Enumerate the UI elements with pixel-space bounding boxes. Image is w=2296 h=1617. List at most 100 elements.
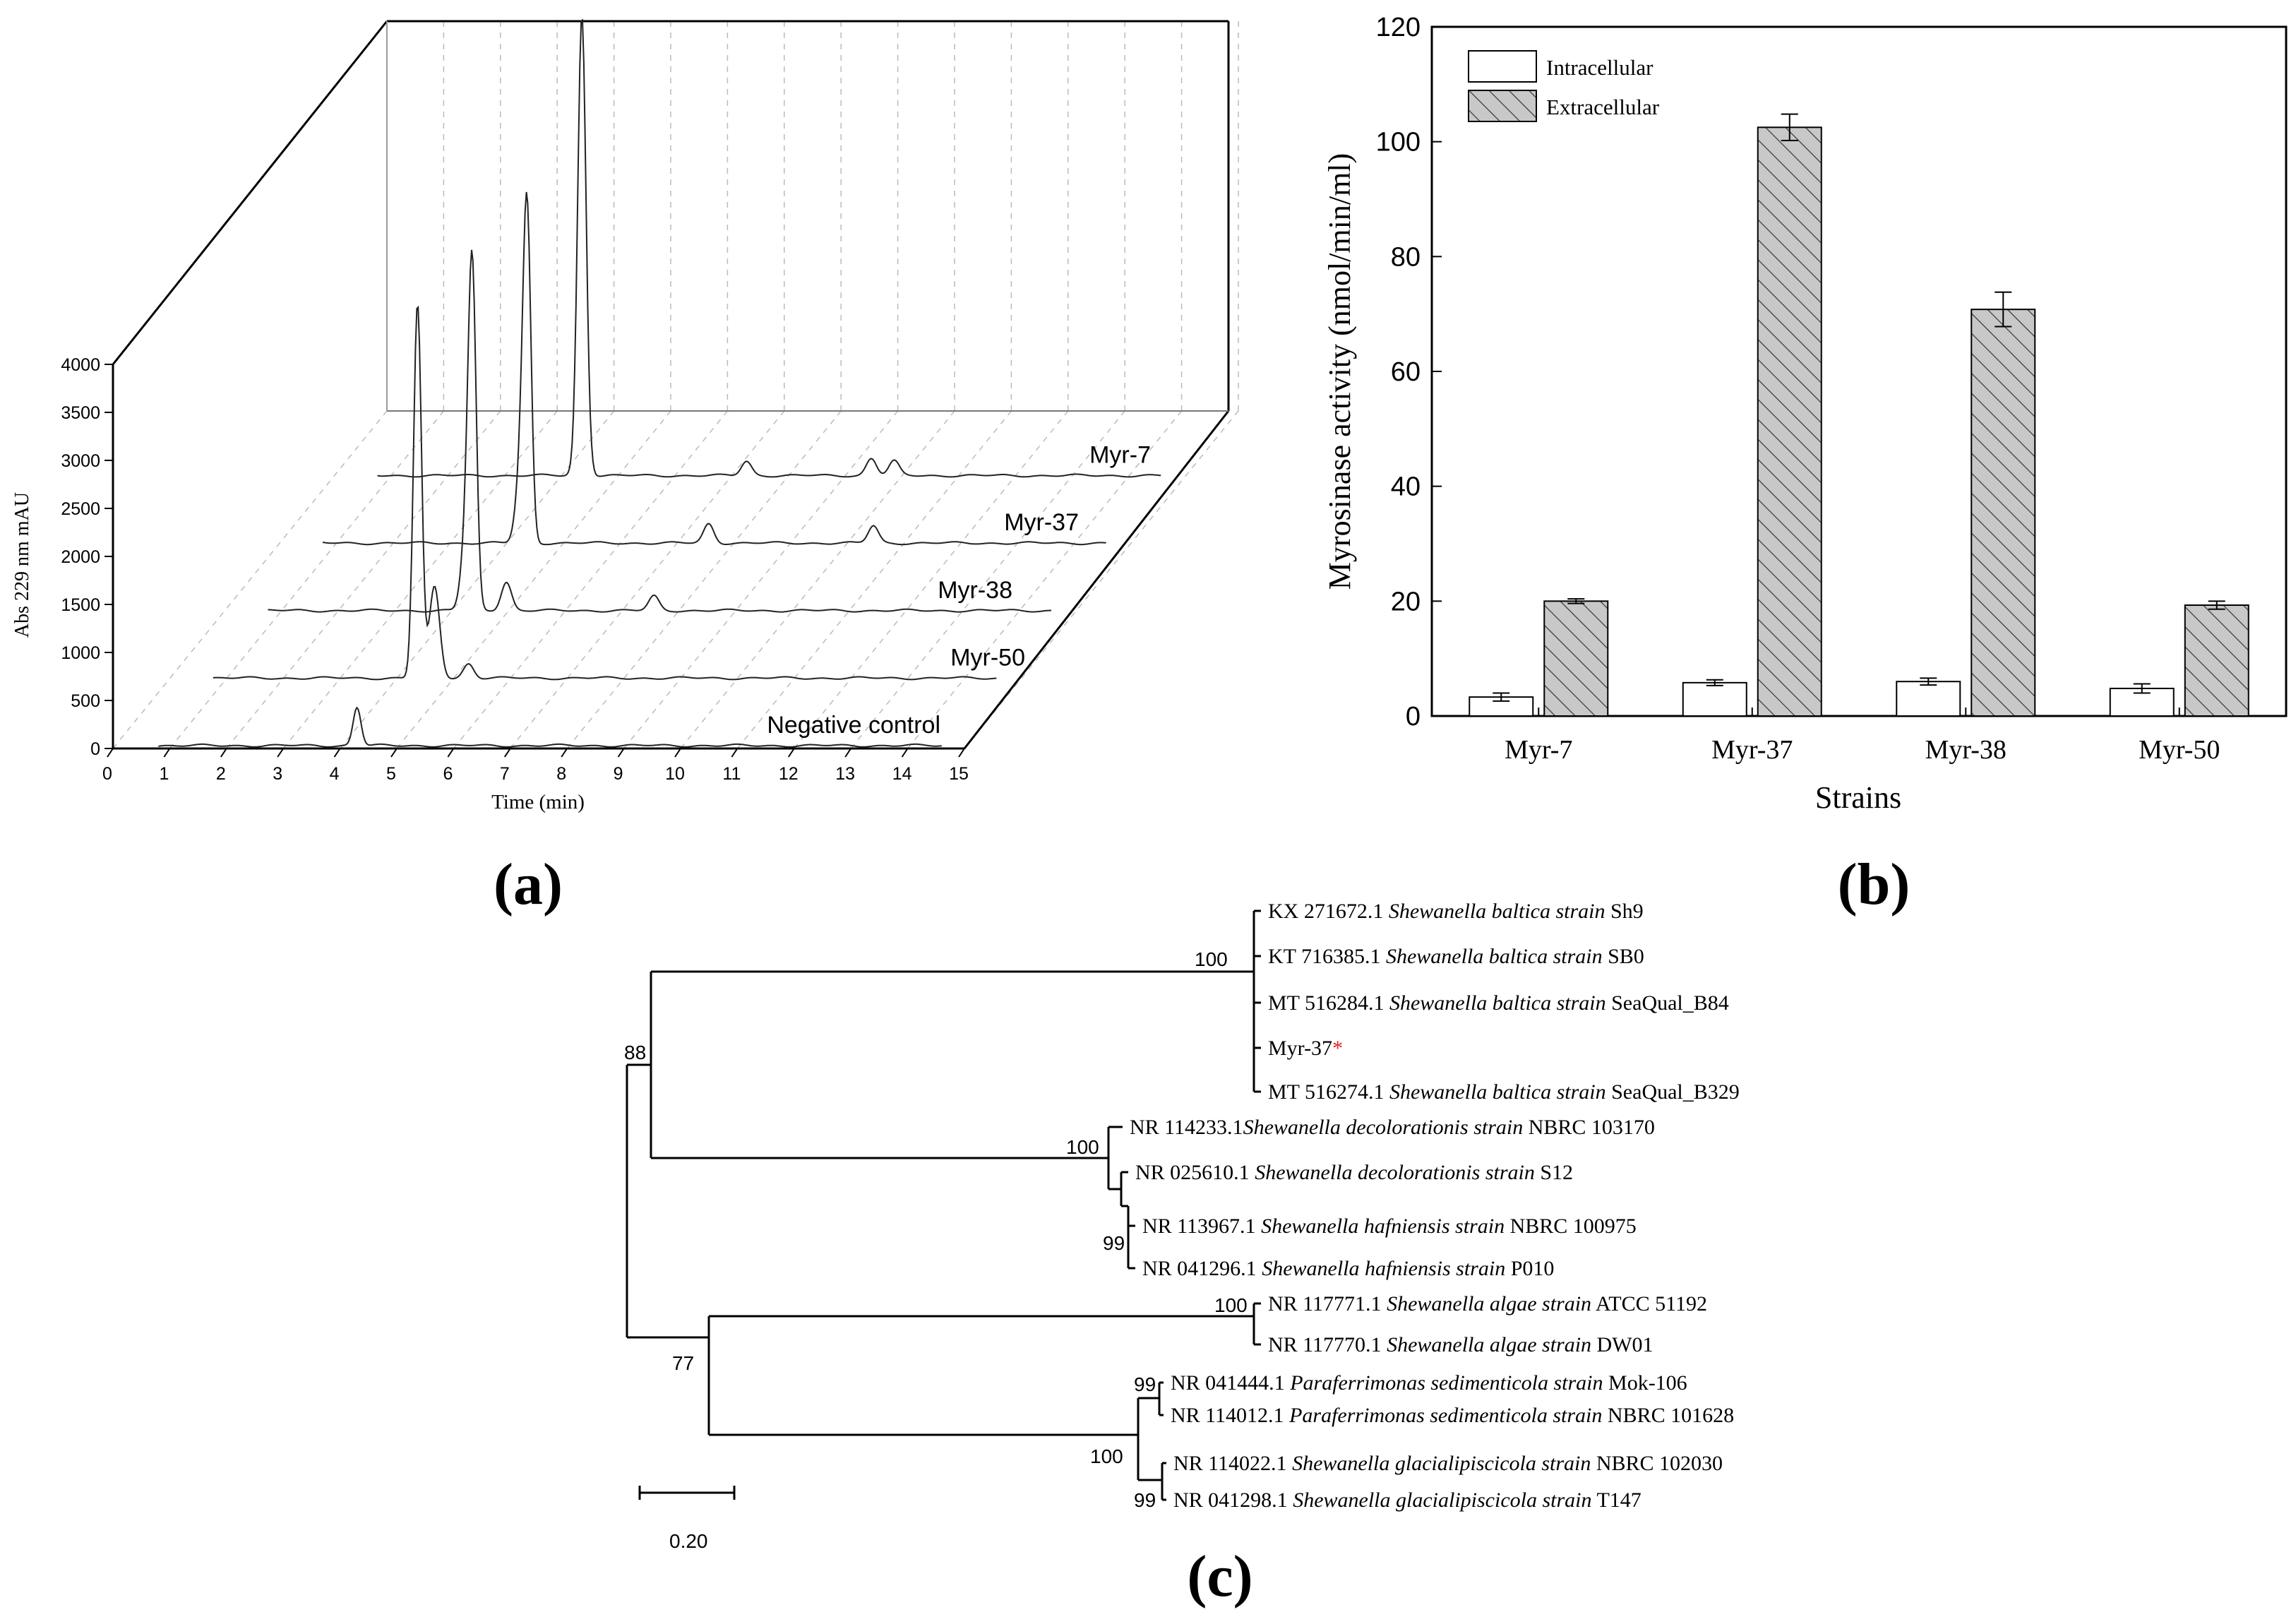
x-tick-label: 10 [665, 764, 685, 784]
bootstrap-value: 88 [624, 1042, 646, 1063]
x-tick-label: 0 [102, 764, 112, 784]
x-tick-label: Myr-50 [2139, 735, 2220, 765]
panel-label-c: (c) [1187, 1544, 1252, 1609]
floor-gridline [510, 410, 785, 749]
x-axis-label: Time (min) [491, 791, 585, 813]
floor-gridline [453, 410, 728, 749]
x-tick-label: 8 [556, 764, 566, 784]
x-tick [731, 748, 739, 758]
x-tick-label: Myr-7 [1505, 735, 1572, 765]
bar-extracellular [2184, 604, 2249, 717]
y-tick-label: 1500 [61, 595, 100, 615]
leaf-label: KX 271672.1 Shewanella baltica strain Sh… [1268, 900, 1644, 923]
panel-label-b: (b) [1838, 852, 1911, 917]
leaf-label-myr37: Myr-37* [1268, 1037, 1343, 1060]
x-tick [163, 748, 171, 758]
bootstrap-value: 99 [1103, 1232, 1125, 1254]
y-tick-label: 100 [1376, 128, 1421, 157]
floor-gridline [396, 410, 671, 749]
x-tick-label: 9 [614, 764, 623, 784]
trace-label: Myr-7 [1089, 442, 1151, 469]
x-tick-label: 7 [500, 764, 510, 784]
chromatogram-trace [377, 18, 1161, 478]
legend-swatch-intracellular [1468, 50, 1537, 83]
leaf-label: NR 041444.1 Paraferrimonas sedimenticola… [1171, 1371, 1687, 1395]
floor-gridline [964, 410, 1239, 749]
x-tick [277, 748, 285, 758]
leaf-label: NR 114012.1 Paraferrimonas sedimenticola… [1171, 1404, 1734, 1427]
bootstrap-value: 100 [1195, 948, 1228, 970]
legend: Intracellular Extracellular [1468, 50, 1660, 122]
x-tick [390, 748, 397, 758]
legend-label-intracellular: Intracellular [1546, 55, 1654, 80]
floor-gridline [282, 410, 558, 749]
x-tick-label: Myr-37 [1711, 735, 1793, 765]
leaf-label: NR 117771.1 Shewanella algae strain ATCC… [1268, 1292, 1707, 1315]
leaf-label: NR 113967.1 Shewanella hafniensis strain… [1142, 1215, 1637, 1238]
x-tick [787, 748, 795, 758]
x-tick [107, 748, 114, 758]
y-tick-label: 40 [1391, 472, 1421, 502]
y-tick-label: 1000 [61, 643, 100, 663]
leaf-label: NR 041296.1 Shewanella hafniensis strain… [1142, 1257, 1554, 1280]
x-tick [333, 748, 341, 758]
y-tick-label: 0 [90, 739, 100, 759]
floor-gridline [112, 410, 388, 749]
floor-gridline [680, 410, 955, 749]
phylogenetic-tree-panel: 100 88 100 99 100 77 99 100 99 0.20 KX 2… [624, 900, 1740, 1552]
x-axis-label: Strains [1815, 780, 1901, 815]
leaf-label: NR 025610.1 Shewanella decolorationis st… [1135, 1161, 1573, 1184]
chromatogram-traces: Myr-7 Myr-37 Myr-38 Myr-50 Negative control [158, 18, 1161, 748]
chromatogram-trace [268, 249, 1051, 613]
leaf-label: NR 114022.1 Shewanella glacialipiscicola… [1173, 1452, 1723, 1475]
chromatogram-grid [112, 21, 1239, 749]
y-tick-label: 3000 [61, 451, 100, 471]
floor-gridline [226, 410, 501, 749]
x-tick [220, 748, 227, 758]
floor-gridline [623, 410, 899, 749]
leaf-label: NR 041298.1 Shewanella glacialipiscicola… [1173, 1488, 1642, 1512]
x-tick [958, 748, 965, 758]
x-tick-label: 11 [722, 764, 741, 784]
trace-label: Myr-37 [1004, 509, 1079, 536]
bootstrap-labels: 100 88 100 99 100 77 99 100 99 0.20 [624, 948, 1248, 1552]
leaf-label: MT 516284.1 Shewanella baltica strain Se… [1268, 991, 1729, 1015]
floor-right-edge [963, 410, 1230, 749]
x-tick-label: 12 [779, 764, 799, 784]
x-tick-label: 14 [892, 764, 912, 784]
y-tick-label: 80 [1391, 242, 1421, 272]
legend-label-extracellular: Extracellular [1546, 95, 1660, 119]
trace-label: Myr-50 [950, 644, 1025, 671]
x-axis-ticks: 0 1 2 3 4 5 6 7 8 9 10 11 12 13 14 15 [102, 748, 969, 784]
bar-intracellular [1896, 681, 1961, 717]
bootstrap-value: 100 [1066, 1136, 1099, 1158]
back-wall-top [112, 20, 388, 365]
x-tick-label: 6 [443, 764, 453, 784]
x-tick-label: 2 [216, 764, 226, 784]
bootstrap-value: 77 [672, 1352, 694, 1374]
bootstrap-value: 100 [1214, 1294, 1248, 1316]
x-tick [503, 748, 511, 758]
bar-extracellular [1757, 126, 1822, 717]
floor-gridline [566, 410, 842, 749]
x-tick [617, 748, 625, 758]
chromatogram-trace [158, 706, 942, 748]
y-tick-label: 20 [1391, 587, 1421, 616]
floor-gridline [736, 410, 1012, 749]
x-tick-label: 13 [835, 764, 855, 784]
leaf-label: KT 716385.1 Shewanella baltica strain SB… [1268, 945, 1644, 968]
tree-leaf-labels: KX 271672.1 Shewanella baltica strain Sh… [1130, 900, 1740, 1512]
scale-bar-label: 0.20 [669, 1530, 708, 1552]
y-axis-label: Abs 229 nm mAU [11, 492, 33, 638]
floor-gridline [850, 410, 1125, 749]
bar-extracellular [1543, 600, 1609, 717]
y-tick-label: 2500 [61, 499, 100, 519]
bar-intracellular [1682, 681, 1747, 717]
leaf-label: MT 516274.1 Shewanella baltica strain Se… [1268, 1080, 1740, 1104]
leaf-label: NR 117770.1 Shewanella algae strain DW01 [1268, 1333, 1654, 1356]
x-axis-ticks: Myr-7 Myr-37 Myr-38 Myr-50 [1505, 708, 2220, 765]
x-tick-label: 1 [159, 764, 169, 784]
x-tick [901, 748, 909, 758]
